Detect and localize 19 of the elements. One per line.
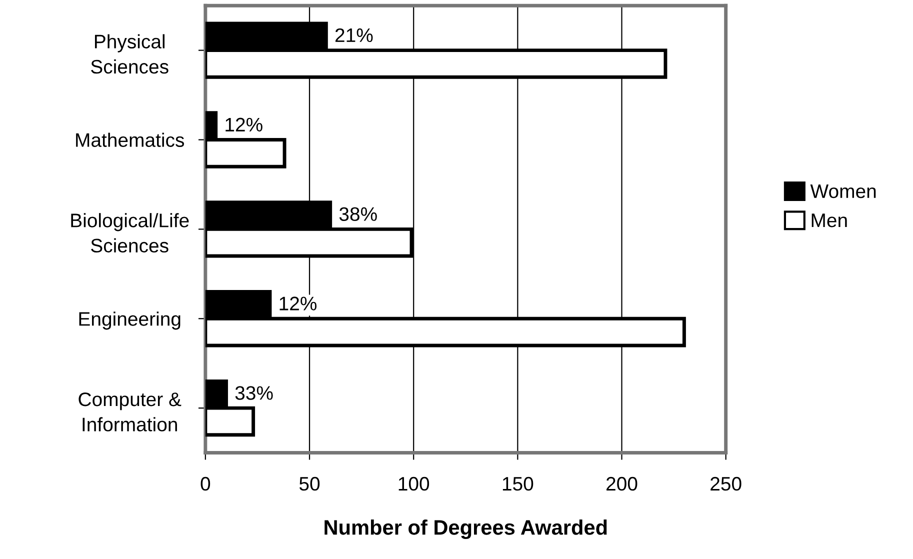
y-tick-label: Biological/Life Sciences — [71, 213, 189, 253]
x-axis-title: Number of Degrees Awarded — [324, 520, 607, 540]
annotation: 33% — [235, 386, 273, 400]
annotation: 38% — [339, 207, 377, 221]
x-tick-label: 0 — [200, 476, 210, 491]
y-tick-label: Engineering — [79, 312, 180, 330]
x-tick-label: 200 — [606, 476, 638, 491]
x-tick-label: 150 — [502, 476, 534, 491]
x-tick-label: 50 — [299, 476, 320, 491]
y-tick-label: Physical Sciences — [91, 34, 168, 74]
y-tick-label: Mathematics — [76, 132, 184, 147]
legend-label: Women — [810, 184, 876, 198]
annotation: 12% — [226, 118, 262, 132]
legend-label: Men — [812, 214, 847, 228]
x-tick-label: 100 — [398, 476, 430, 491]
annotation: 12% — [280, 296, 317, 310]
y-tick-label: Computer & Information — [78, 392, 182, 432]
annotation: 21% — [335, 28, 373, 42]
x-tick-label: 250 — [710, 476, 742, 491]
